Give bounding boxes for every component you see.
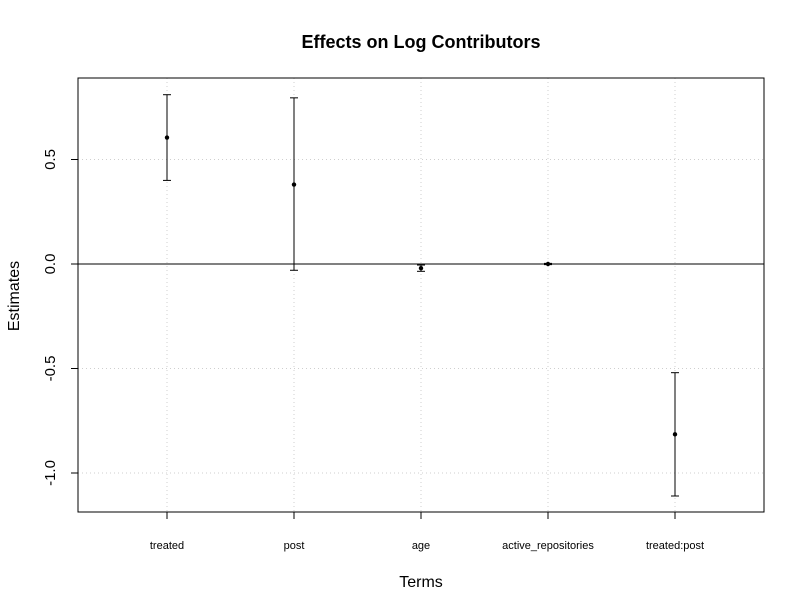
estimate-point xyxy=(291,182,297,187)
x-axis-label: Terms xyxy=(399,574,443,591)
x-tick-label: active_repositories xyxy=(502,540,594,552)
y-tick-label: -0.5 xyxy=(42,356,59,382)
y-tick-label: 0.5 xyxy=(42,149,59,170)
x-tick-label: age xyxy=(412,540,430,552)
estimate-point xyxy=(672,432,678,437)
estimate-point xyxy=(164,135,170,140)
x-tick-label: treated:post xyxy=(646,540,704,552)
y-axis: -1.0 -0.5 0.0 0.5 xyxy=(42,149,78,486)
x-tick-label: post xyxy=(284,540,305,552)
y-axis-label: Estimates xyxy=(6,261,23,331)
y-tick-label: -1.0 xyxy=(42,460,59,486)
estimate-points xyxy=(164,135,678,437)
chart-title: Effects on Log Contributors xyxy=(302,32,541,52)
x-axis: treated post age active_repositories treated… xyxy=(150,512,704,552)
grid xyxy=(78,78,764,512)
estimate-point xyxy=(545,261,551,267)
y-tick-label: 0.0 xyxy=(42,254,59,275)
x-tick-label: treated xyxy=(150,540,184,552)
estimate-point xyxy=(418,265,424,271)
